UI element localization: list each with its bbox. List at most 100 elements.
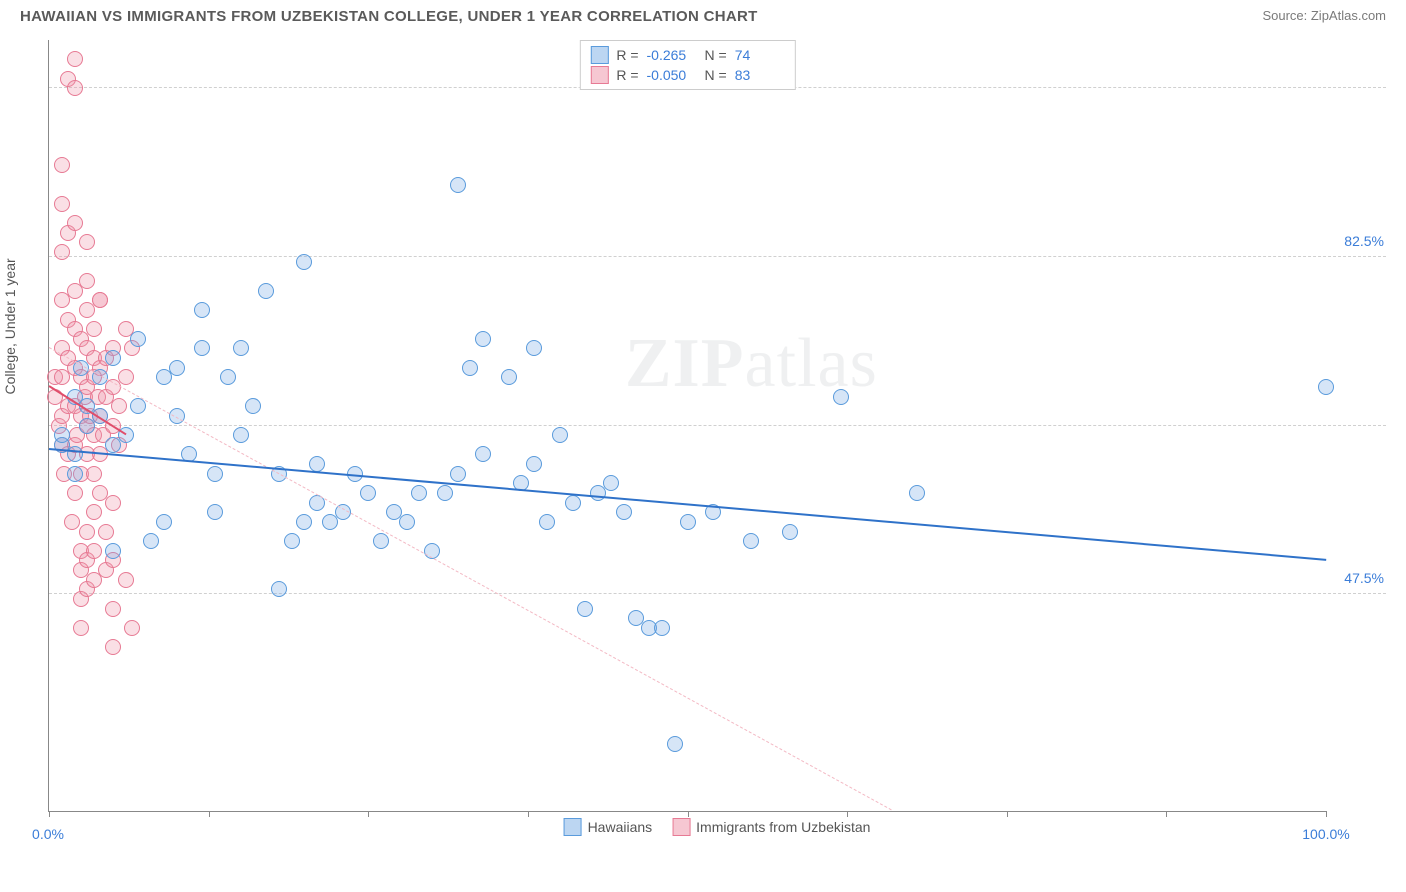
data-point-hawaiians <box>296 514 312 530</box>
gridline <box>49 256 1386 257</box>
x-tick <box>1326 811 1327 817</box>
data-point-uzbekistan <box>54 157 70 173</box>
data-point-hawaiians <box>284 533 300 549</box>
data-point-uzbekistan <box>118 369 134 385</box>
trend-line-dashed <box>49 347 892 810</box>
data-point-hawaiians <box>233 340 249 356</box>
data-point-hawaiians <box>526 456 542 472</box>
data-point-uzbekistan <box>86 321 102 337</box>
gridline <box>49 593 1386 594</box>
data-point-hawaiians <box>207 504 223 520</box>
x-tick-label: 100.0% <box>1302 826 1349 842</box>
data-point-uzbekistan <box>79 524 95 540</box>
swatch-hawaiians-icon <box>564 818 582 836</box>
data-point-uzbekistan <box>105 495 121 511</box>
swatch-uzbekistan-icon <box>672 818 690 836</box>
data-point-hawaiians <box>411 485 427 501</box>
swatch-hawaiians <box>590 46 608 64</box>
data-point-uzbekistan <box>79 234 95 250</box>
x-tick-label: 0.0% <box>32 826 64 842</box>
legend-item-uzbekistan: Immigrants from Uzbekistan <box>672 818 870 836</box>
data-point-uzbekistan <box>105 601 121 617</box>
data-point-hawaiians <box>271 581 287 597</box>
data-point-hawaiians <box>399 514 415 530</box>
legend-series: Hawaiians Immigrants from Uzbekistan <box>564 818 871 836</box>
data-point-hawaiians <box>143 533 159 549</box>
data-point-uzbekistan <box>54 244 70 260</box>
chart-container: College, Under 1 year ZIPatlas R = -0.26… <box>48 40 1386 842</box>
chart-title: HAWAIIAN VS IMMIGRANTS FROM UZBEKISTAN C… <box>20 8 758 25</box>
trend-line <box>49 448 1326 561</box>
data-point-hawaiians <box>360 485 376 501</box>
data-point-uzbekistan <box>67 51 83 67</box>
source-attribution: Source: ZipAtlas.com <box>1262 8 1386 25</box>
data-point-hawaiians <box>207 466 223 482</box>
data-point-uzbekistan <box>64 514 80 530</box>
data-point-hawaiians <box>526 340 542 356</box>
legend-item-hawaiians: Hawaiians <box>564 818 653 836</box>
data-point-hawaiians <box>296 254 312 270</box>
data-point-uzbekistan <box>54 196 70 212</box>
y-tick-label: 82.5% <box>1344 233 1384 249</box>
data-point-uzbekistan <box>86 543 102 559</box>
data-point-hawaiians <box>105 350 121 366</box>
data-point-uzbekistan <box>67 215 83 231</box>
y-axis-title: College, Under 1 year <box>2 258 18 394</box>
data-point-hawaiians <box>156 514 172 530</box>
data-point-hawaiians <box>833 389 849 405</box>
data-point-hawaiians <box>450 466 466 482</box>
data-point-hawaiians <box>437 485 453 501</box>
data-point-uzbekistan <box>67 80 83 96</box>
legend-label-uzbekistan: Immigrants from Uzbekistan <box>696 819 870 835</box>
data-point-hawaiians <box>501 369 517 385</box>
data-point-hawaiians <box>743 533 759 549</box>
data-point-hawaiians <box>577 601 593 617</box>
data-point-hawaiians <box>909 485 925 501</box>
data-point-hawaiians <box>475 331 491 347</box>
data-point-hawaiians <box>258 283 274 299</box>
data-point-hawaiians <box>309 456 325 472</box>
data-point-hawaiians <box>462 360 478 376</box>
data-point-hawaiians <box>169 360 185 376</box>
data-point-uzbekistan <box>98 524 114 540</box>
gridline <box>49 425 1386 426</box>
data-point-hawaiians <box>105 543 121 559</box>
data-point-hawaiians <box>782 524 798 540</box>
data-point-hawaiians <box>603 475 619 491</box>
data-point-uzbekistan <box>86 504 102 520</box>
data-point-hawaiians <box>220 369 236 385</box>
data-point-uzbekistan <box>111 398 127 414</box>
data-point-hawaiians <box>565 495 581 511</box>
data-point-hawaiians <box>54 427 70 443</box>
data-point-hawaiians <box>450 177 466 193</box>
data-point-hawaiians <box>667 736 683 752</box>
data-point-uzbekistan <box>67 485 83 501</box>
legend-correlation: R = -0.265 N = 74 R = -0.050 N = 83 <box>579 40 795 90</box>
swatch-uzbekistan <box>590 66 608 84</box>
data-point-hawaiians <box>245 398 261 414</box>
data-point-uzbekistan <box>73 620 89 636</box>
data-point-hawaiians <box>1318 379 1334 395</box>
data-point-hawaiians <box>130 331 146 347</box>
data-point-hawaiians <box>680 514 696 530</box>
data-point-hawaiians <box>552 427 568 443</box>
data-point-hawaiians <box>539 514 555 530</box>
legend-label-hawaiians: Hawaiians <box>588 819 653 835</box>
y-tick-label: 47.5% <box>1344 570 1384 586</box>
data-point-uzbekistan <box>118 572 134 588</box>
data-point-uzbekistan <box>124 620 140 636</box>
data-point-hawaiians <box>194 302 210 318</box>
legend-row-hawaiians: R = -0.265 N = 74 <box>590 45 784 65</box>
legend-row-uzbekistan: R = -0.050 N = 83 <box>590 65 784 85</box>
data-point-hawaiians <box>373 533 389 549</box>
data-point-uzbekistan <box>92 292 108 308</box>
data-point-uzbekistan <box>86 466 102 482</box>
data-point-hawaiians <box>194 340 210 356</box>
data-point-hawaiians <box>616 504 632 520</box>
plot-area: ZIPatlas R = -0.265 N = 74 R = -0.050 N … <box>48 40 1326 812</box>
data-point-hawaiians <box>233 427 249 443</box>
data-point-hawaiians <box>654 620 670 636</box>
data-point-hawaiians <box>67 466 83 482</box>
data-point-uzbekistan <box>105 639 121 655</box>
data-point-uzbekistan <box>79 273 95 289</box>
